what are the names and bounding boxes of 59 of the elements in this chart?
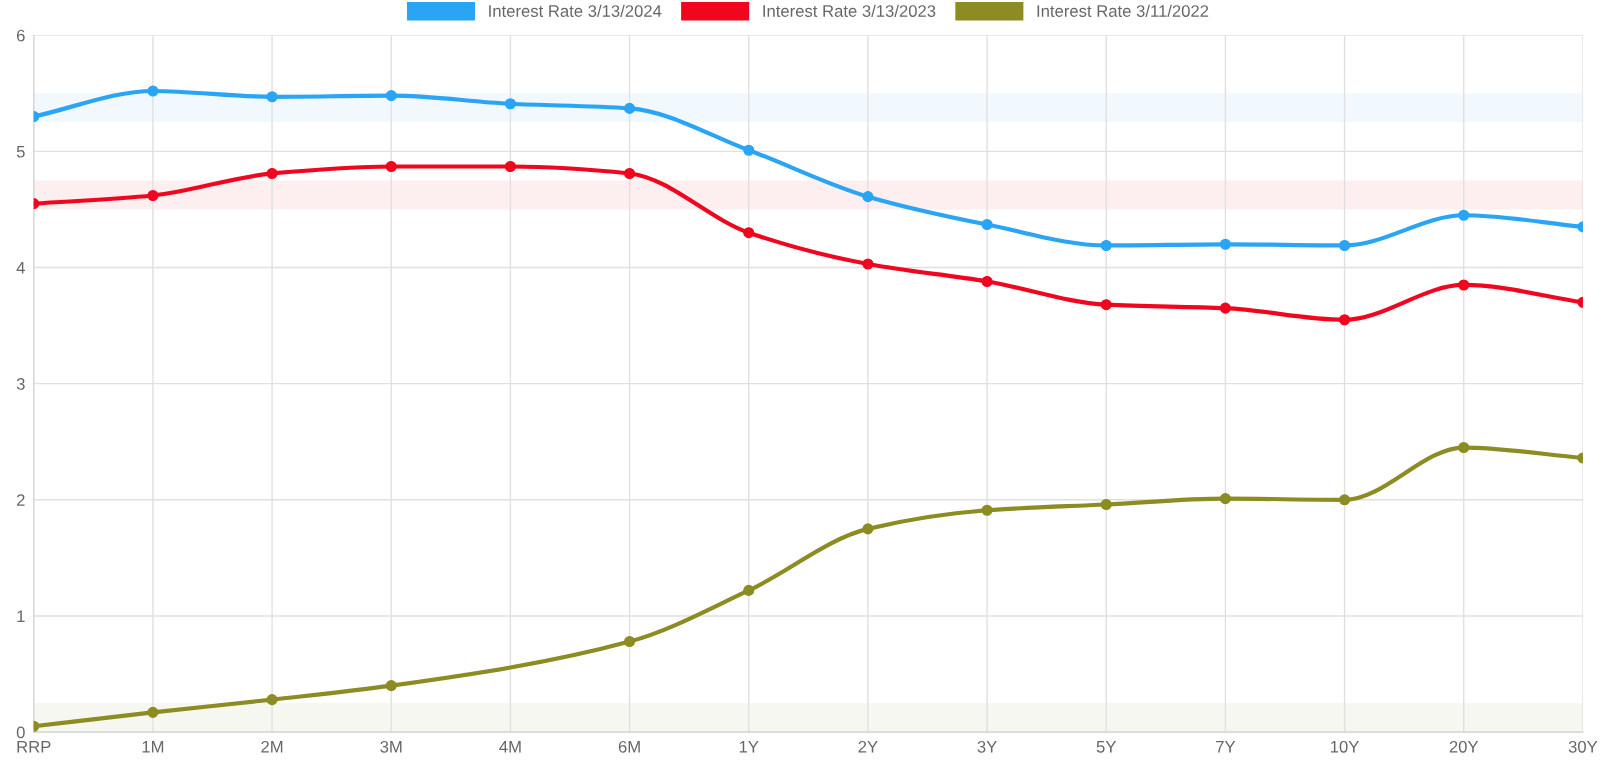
point (1458, 209, 1470, 221)
point (862, 523, 874, 535)
legend-label: Interest Rate 3/11/2022 (1037, 4, 1209, 17)
x-tick-label: 4M (499, 741, 521, 753)
point (504, 160, 516, 173)
point (743, 584, 755, 596)
point (1100, 299, 1112, 311)
point (147, 85, 159, 97)
point (1458, 279, 1470, 291)
point (504, 98, 516, 110)
point (624, 635, 636, 648)
point (1219, 238, 1231, 250)
point (624, 102, 636, 114)
point (1219, 302, 1231, 314)
point (266, 694, 278, 706)
point (266, 167, 278, 180)
legend-label: Interest Rate 3/13/2023 (763, 4, 936, 17)
point (1339, 239, 1351, 252)
point (1100, 498, 1112, 511)
x-tick-label: RRP (17, 741, 51, 753)
point (147, 706, 159, 718)
point (1458, 441, 1470, 454)
point (1339, 494, 1351, 506)
legend-label: Interest Rate 3/13/2024 (489, 4, 662, 17)
point (385, 160, 397, 173)
y-tick-label: 2 (16, 494, 25, 506)
y-tick-label: 3 (16, 378, 25, 390)
y-tick-label: 6 (16, 29, 25, 42)
x-tick-label: 5Y (1096, 741, 1117, 753)
point (743, 144, 755, 156)
point (266, 91, 278, 103)
point (1219, 493, 1231, 505)
point (624, 167, 636, 180)
y-tick-label: 1 (17, 610, 25, 622)
point (385, 90, 397, 102)
x-tick-label: 6M (618, 740, 640, 753)
point (981, 275, 993, 288)
point (981, 218, 993, 231)
x-tick-label: 7Y (1216, 741, 1236, 753)
x-tick-label: 2M (261, 740, 283, 753)
point (862, 191, 874, 203)
x-tick-label: 30Y (1568, 740, 1598, 753)
point (743, 227, 755, 239)
point (1339, 314, 1351, 326)
x-tick-label: 20Y (1449, 740, 1479, 753)
x-tick-label: 10Y (1331, 740, 1360, 753)
point (862, 258, 874, 270)
point (147, 189, 159, 202)
x-tick-label: 3Y (977, 740, 997, 753)
x-tick-label: 2Y (858, 740, 878, 753)
x-tick-label: 3M (380, 740, 402, 753)
point (385, 680, 397, 692)
x-tick-label: 1M (142, 741, 164, 753)
point (1100, 239, 1112, 252)
y-tick-label: 4 (16, 262, 25, 274)
y-tick-label: 5 (16, 145, 25, 158)
point (981, 504, 993, 516)
x-tick-label: 1Y (739, 741, 759, 753)
y-tick-label: 0 (16, 726, 25, 739)
